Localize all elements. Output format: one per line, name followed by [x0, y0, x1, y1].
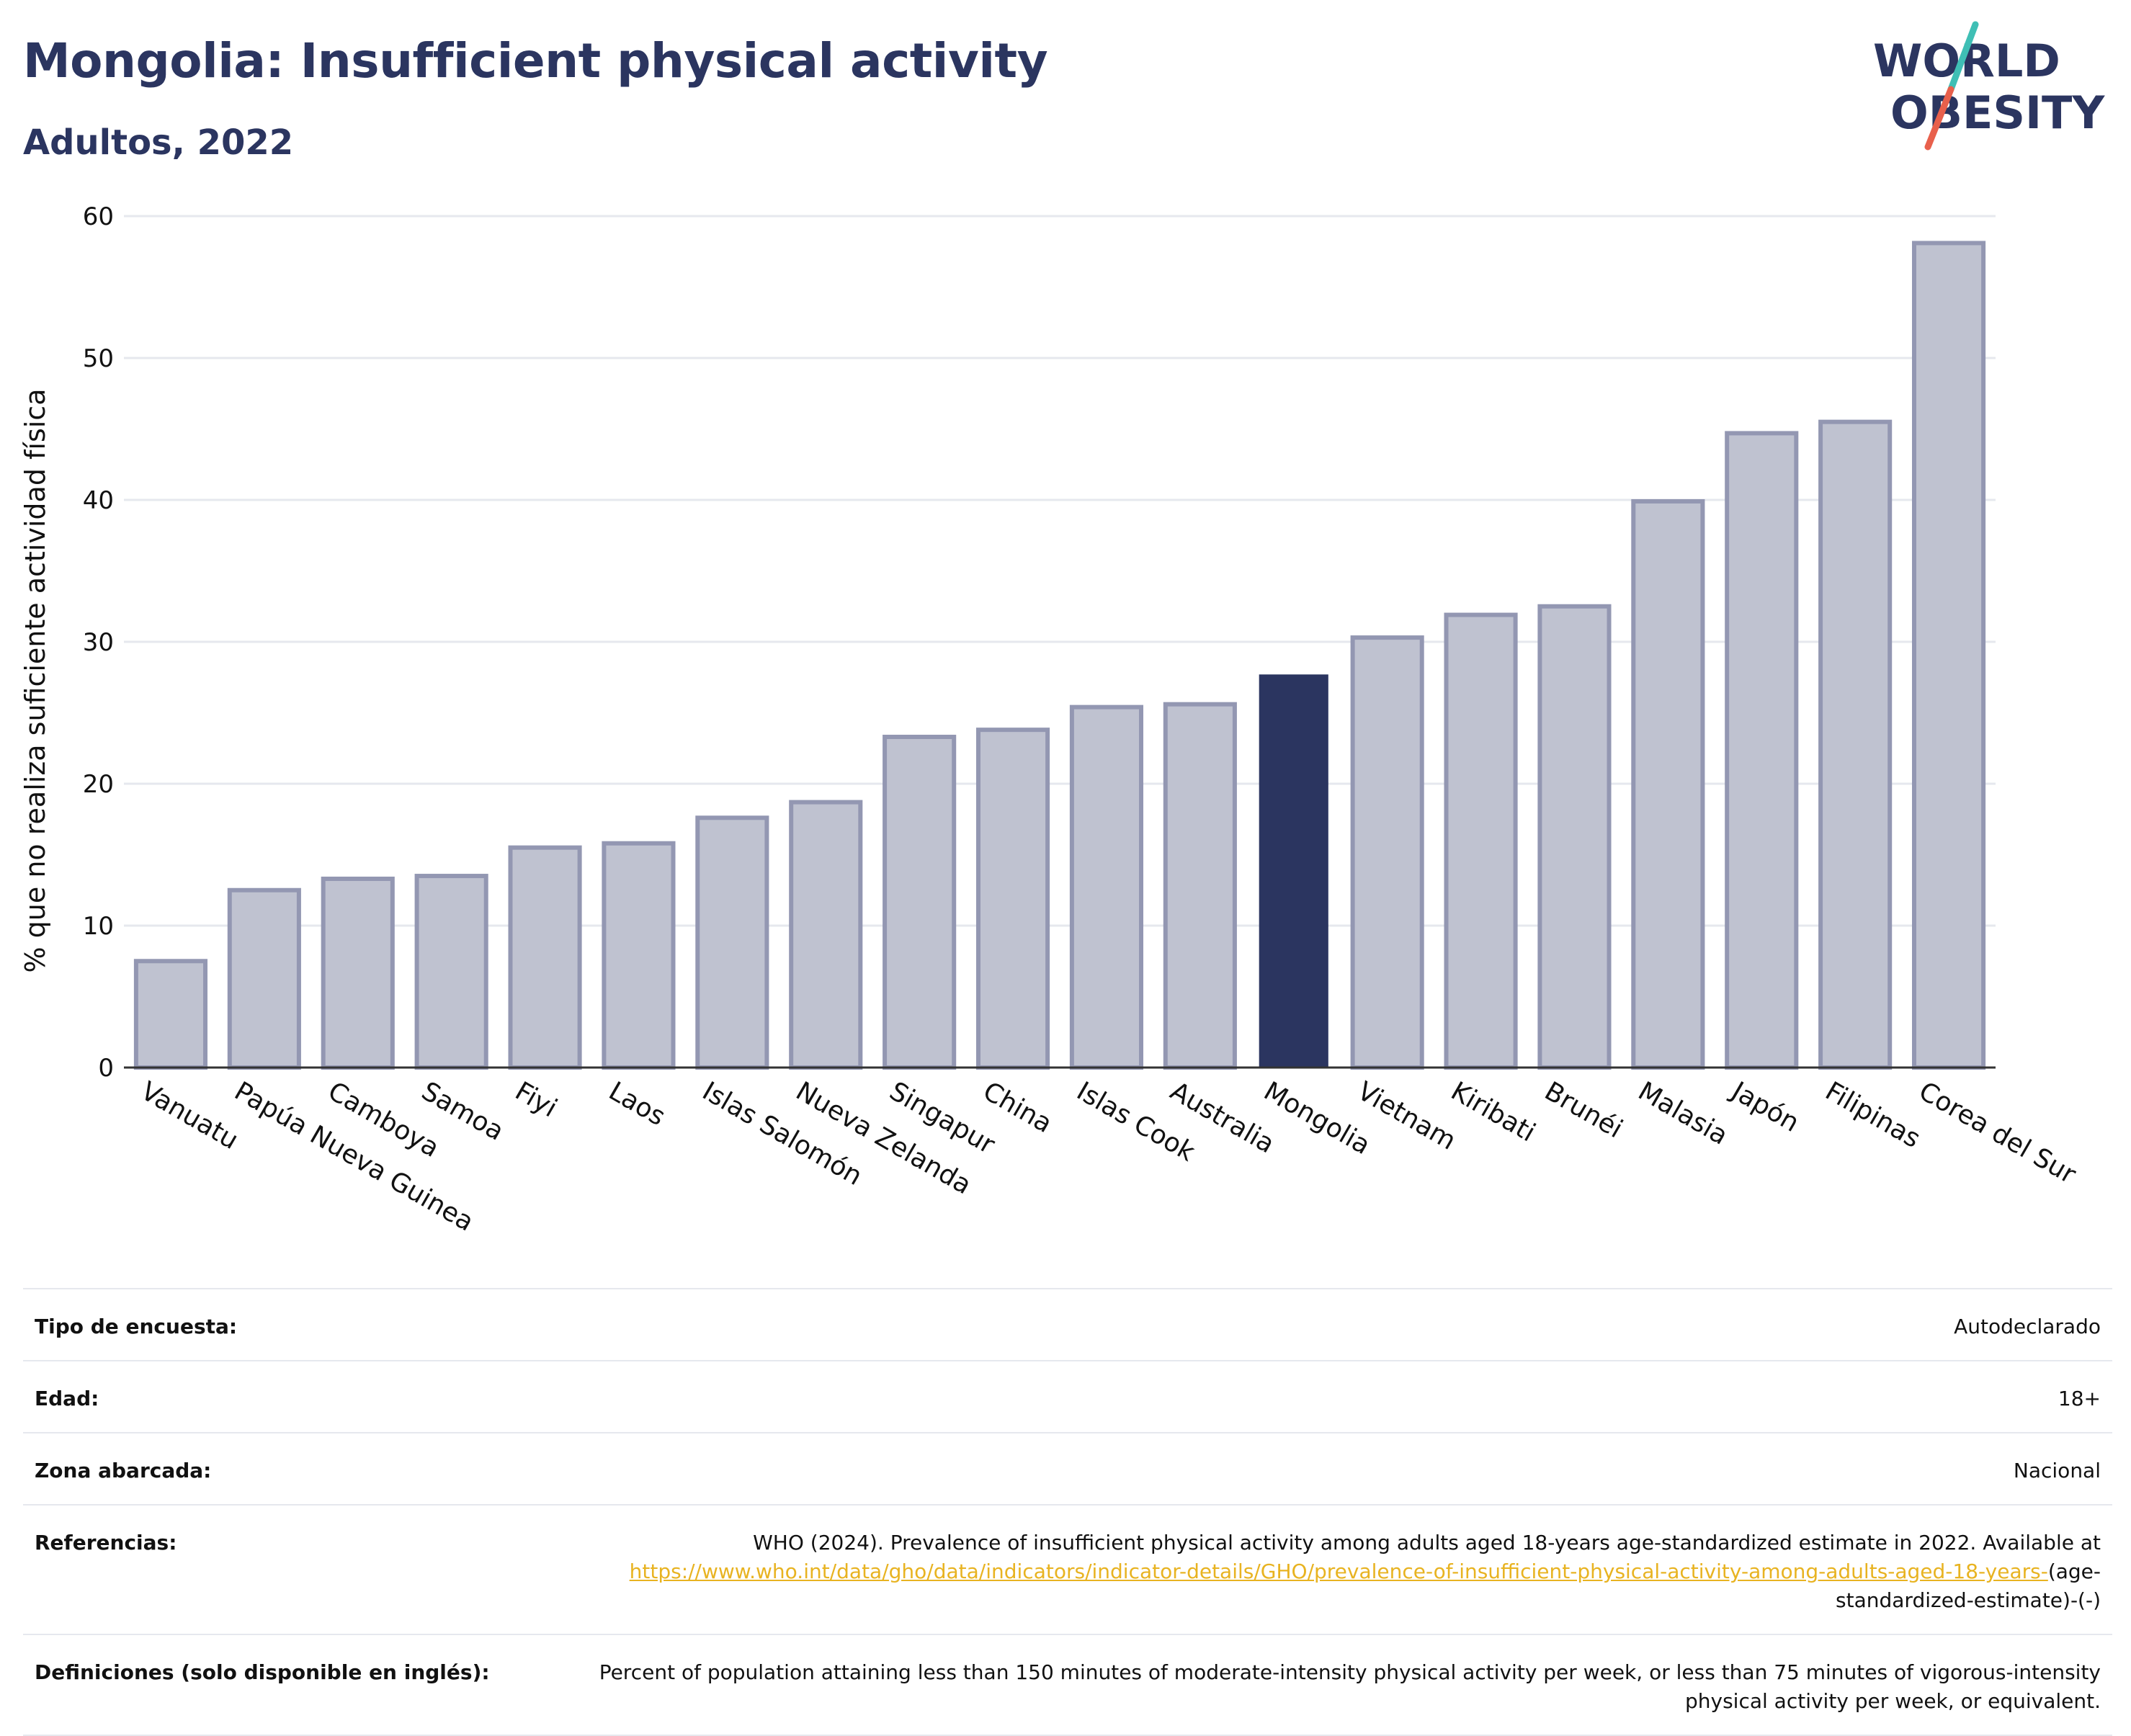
- logo-text-obesity: OBESITY: [1890, 86, 2105, 139]
- detail-row-age: Edad: 18+: [23, 1360, 2112, 1432]
- detail-label: Definiciones (solo disponible en inglés)…: [35, 1660, 490, 1684]
- bar-jap-n: [1725, 431, 1799, 1070]
- y-tick-label: 10: [83, 912, 114, 941]
- detail-label: Tipo de encuesta:: [35, 1315, 238, 1338]
- y-tick-label: 30: [83, 628, 114, 657]
- bar-camboya: [321, 876, 395, 1070]
- x-tick-label: Brunéi: [1540, 1076, 1627, 1144]
- y-tick-label: 40: [83, 486, 114, 515]
- logo-slash-red: [1924, 86, 1954, 151]
- detail-label: Zona abarcada:: [35, 1459, 212, 1482]
- detail-label: Referencias:: [35, 1531, 177, 1554]
- reference-link[interactable]: https://www.who.int/data/gho/data/indica…: [629, 1560, 2048, 1583]
- y-axis-ticks: 0 10 20 30 40 50 60: [83, 202, 114, 1083]
- y-tick-label: 60: [83, 202, 114, 231]
- detail-value: Autodeclarado: [1954, 1315, 2101, 1338]
- x-tick-label: Japón: [1725, 1075, 1804, 1138]
- detail-value: 18+: [2058, 1387, 2101, 1410]
- grid-lines: [124, 215, 1996, 927]
- bar-australia: [1163, 702, 1237, 1070]
- y-tick-label: 0: [98, 1054, 114, 1083]
- detail-row-references: Referencias: WHO (2024). Prevalence of i…: [23, 1504, 2112, 1634]
- logo-slash-teal: [1947, 21, 1979, 93]
- x-tick-label: Vanuatu: [135, 1076, 243, 1155]
- detail-row-definitions: Definiciones (solo disponible en inglés)…: [23, 1634, 2112, 1736]
- bar-vietnam: [1350, 635, 1424, 1070]
- bar-china: [975, 728, 1050, 1070]
- detail-value: Percent of population attaining less tha…: [599, 1660, 2101, 1713]
- bar-vanuatu: [133, 959, 208, 1070]
- bar-brun-i: [1537, 604, 1612, 1070]
- world-obesity-logo: WORLD OBESITY: [1873, 21, 2105, 151]
- detail-label: Edad:: [35, 1387, 99, 1410]
- y-axis-label: % que no realiza suficiente actividad fí…: [19, 389, 51, 973]
- x-tick-label: Fiyi: [510, 1076, 562, 1123]
- bar-filipinas: [1818, 419, 1893, 1070]
- bar-malasia: [1631, 498, 1705, 1070]
- bar-fiyi: [508, 845, 582, 1070]
- x-tick-label: Kiribati: [1446, 1076, 1540, 1147]
- x-tick-label: Laos: [604, 1076, 670, 1132]
- detail-row-area: Zona abarcada: Nacional: [23, 1432, 2112, 1504]
- bar-nueva-zelanda: [789, 800, 863, 1070]
- bars: [133, 241, 1986, 1070]
- detail-value: WHO (2024). Prevalence of insufficient p…: [559, 1529, 2101, 1615]
- bar-singapur: [883, 734, 957, 1070]
- bar-islas-salom-n: [695, 815, 769, 1070]
- reference-text: WHO (2024). Prevalence of insufficient p…: [753, 1531, 2101, 1554]
- bar-laos: [602, 841, 676, 1070]
- x-tick-label: Malasia: [1633, 1076, 1733, 1151]
- bar-samoa: [414, 874, 488, 1070]
- x-tick-label: Corea del Sur: [1914, 1076, 2081, 1189]
- bar-kiribati: [1444, 612, 1518, 1070]
- x-tick-label: Filipinas: [1820, 1076, 1926, 1154]
- bar-mongolia: [1259, 674, 1328, 1068]
- y-tick-label: 20: [83, 770, 114, 799]
- bar-pap-a-nueva-guinea: [227, 887, 301, 1070]
- x-tick-label: Mongolia: [1259, 1076, 1375, 1160]
- details-table: Tipo de encuesta: Autodeclarado Edad: 18…: [23, 1288, 2112, 1736]
- bar-corea-del-sur: [1911, 241, 1986, 1070]
- page-subtitle: Adultos, 2022: [23, 122, 294, 163]
- bar-islas-cook: [1069, 704, 1144, 1070]
- detail-value: Nacional: [2013, 1459, 2101, 1482]
- x-tick-label: Islas Salomón: [697, 1076, 867, 1191]
- y-tick-label: 50: [83, 344, 114, 373]
- detail-row-survey-type: Tipo de encuesta: Autodeclarado: [23, 1288, 2112, 1360]
- reference-suffix: (age-standardized-estimate)-(-): [1836, 1560, 2101, 1612]
- page-title: Mongolia: Insufficient physical activity: [23, 33, 1048, 89]
